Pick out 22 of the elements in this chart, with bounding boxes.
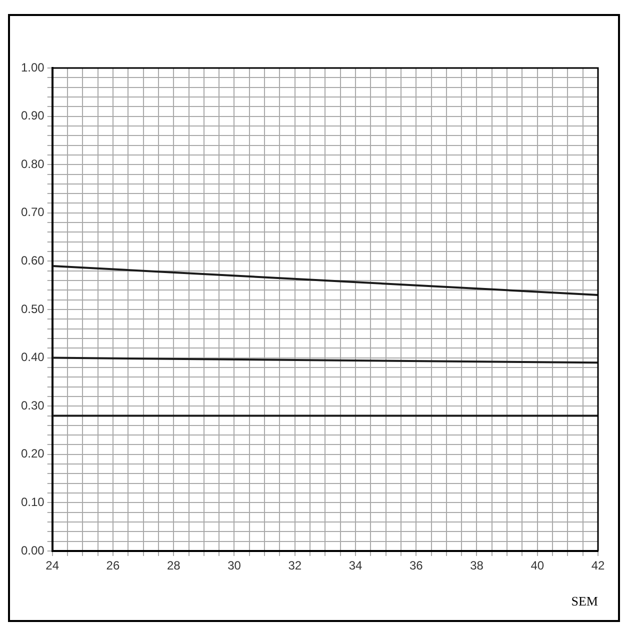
x-tick-label: 36 bbox=[409, 558, 424, 573]
y-tick-label: 0.50 bbox=[20, 302, 45, 316]
x-tick-label: 32 bbox=[288, 558, 302, 573]
y-tick-label: 0.00 bbox=[20, 543, 45, 558]
y-tick-label: 0.80 bbox=[20, 156, 45, 171]
x-tick-label: 34 bbox=[348, 558, 362, 573]
y-tick-label: 0.10 bbox=[20, 495, 45, 510]
x-tick-label: 40 bbox=[530, 558, 544, 573]
x-tick-label: 42 bbox=[591, 558, 605, 573]
y-tick-label: 1.00 bbox=[20, 60, 45, 74]
x-tick-label: 26 bbox=[106, 558, 120, 573]
x-tick-label: 28 bbox=[166, 558, 181, 573]
x-axis-title: SEM bbox=[571, 594, 598, 609]
y-tick-label: 0.70 bbox=[20, 205, 45, 220]
y-tick-label: 0.90 bbox=[20, 108, 45, 123]
y-tick-label: 0.40 bbox=[20, 350, 45, 364]
x-tick-label: 24 bbox=[46, 558, 60, 573]
y-tick-label: 0.30 bbox=[20, 398, 45, 412]
y-tick-label: 0.20 bbox=[20, 446, 45, 461]
x-tick-label: 38 bbox=[470, 558, 484, 573]
x-tick-label: 30 bbox=[228, 558, 242, 573]
y-tick-label: 0.60 bbox=[20, 254, 45, 268]
